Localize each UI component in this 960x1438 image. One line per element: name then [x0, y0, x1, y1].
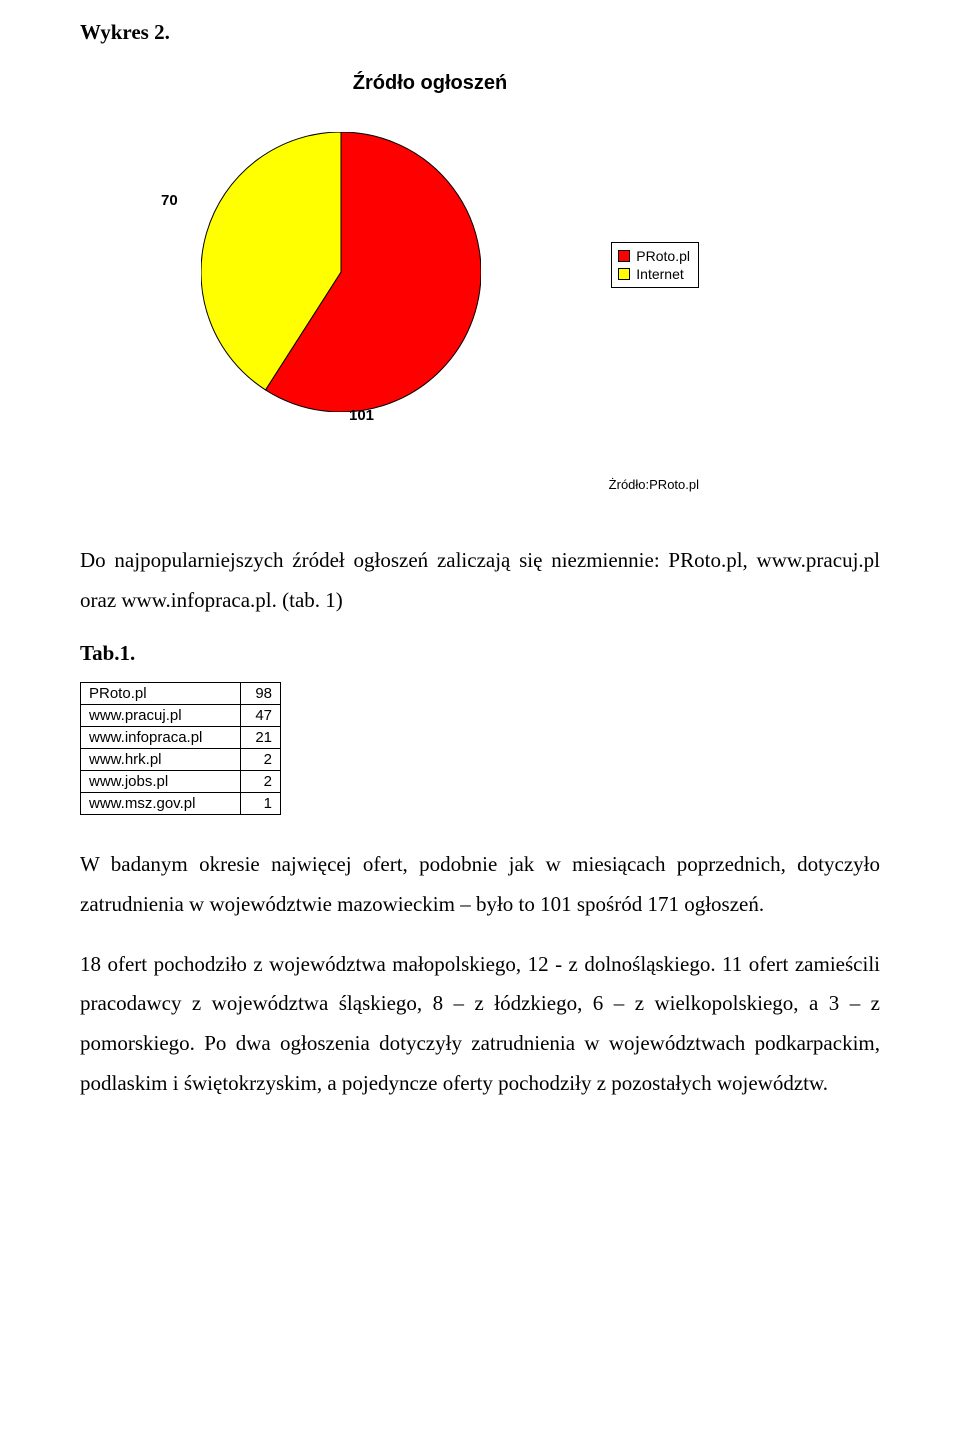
legend-item: PRoto.pl [618, 247, 690, 265]
table-cell-name: www.jobs.pl [81, 770, 241, 792]
table-cell-value: 47 [241, 704, 281, 726]
table-cell-value: 1 [241, 792, 281, 814]
legend-swatch [618, 250, 630, 262]
table-row: www.msz.gov.pl1 [81, 792, 281, 814]
pie-chart: Źródło ogłoszeń 101 70 PRoto.plInternet Ż… [120, 61, 740, 501]
table-cell-name: www.hrk.pl [81, 748, 241, 770]
table-row: www.infopraca.pl21 [81, 726, 281, 748]
table-cell-value: 21 [241, 726, 281, 748]
sources-table: PRoto.pl98www.pracuj.pl47www.infopraca.p… [80, 682, 281, 815]
table-cell-name: www.pracuj.pl [81, 704, 241, 726]
chart-title: Źródło ogłoszeń [121, 72, 739, 95]
chart-legend: PRoto.plInternet [611, 242, 699, 288]
table-cell-name: www.msz.gov.pl [81, 792, 241, 814]
chart-source-note: Żródło:PRoto.pl [609, 477, 699, 492]
document-page: Wykres 2. Źródło ogłoszeń 101 70 PRoto.pl… [0, 0, 960, 1164]
table-caption: Tab.1. [80, 641, 880, 666]
table-cell-name: PRoto.pl [81, 682, 241, 704]
table-row: www.jobs.pl2 [81, 770, 281, 792]
table-cell-value: 2 [241, 770, 281, 792]
table-row: www.hrk.pl2 [81, 748, 281, 770]
table-cell-value: 2 [241, 748, 281, 770]
table-row: PRoto.pl98 [81, 682, 281, 704]
legend-label: Internet [636, 265, 683, 283]
pie-graphic [201, 132, 481, 417]
pie-value-label: 70 [161, 192, 178, 209]
paragraph-body-1: W badanym okresie najwięcej ofert, podob… [80, 845, 880, 925]
table-cell-name: www.infopraca.pl [81, 726, 241, 748]
chart-caption: Wykres 2. [80, 20, 880, 45]
table-cell-value: 98 [241, 682, 281, 704]
table-row: www.pracuj.pl47 [81, 704, 281, 726]
paragraph-body-2: 18 ofert pochodziło z województwa małopo… [80, 945, 880, 1105]
pie-value-label: 101 [349, 407, 374, 424]
paragraph-intro: Do najpopularniejszych źródeł ogłoszeń z… [80, 541, 880, 621]
legend-swatch [618, 268, 630, 280]
legend-item: Internet [618, 265, 690, 283]
legend-label: PRoto.pl [636, 247, 690, 265]
